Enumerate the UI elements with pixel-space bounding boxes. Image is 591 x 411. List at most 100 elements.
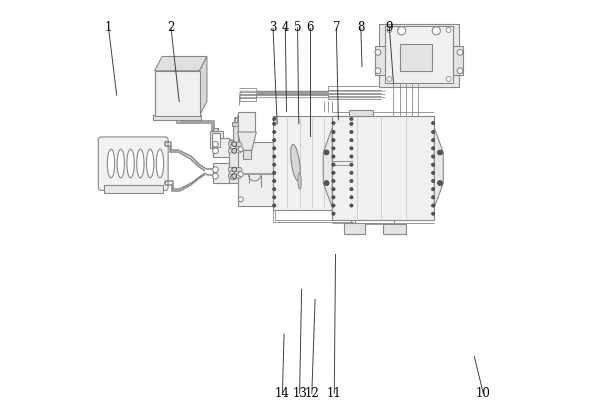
Bar <box>229 140 239 183</box>
Circle shape <box>350 204 353 207</box>
Text: 1: 1 <box>105 21 112 35</box>
Circle shape <box>238 147 243 152</box>
Polygon shape <box>155 56 207 71</box>
Bar <box>238 142 273 206</box>
Circle shape <box>213 173 218 179</box>
Text: 13: 13 <box>292 387 307 400</box>
Circle shape <box>332 155 335 158</box>
Circle shape <box>272 139 276 142</box>
Circle shape <box>272 187 276 191</box>
Ellipse shape <box>137 149 144 178</box>
Text: 4: 4 <box>281 21 289 35</box>
Circle shape <box>324 150 329 155</box>
Circle shape <box>272 196 276 199</box>
Circle shape <box>437 180 443 185</box>
Ellipse shape <box>147 149 154 178</box>
Circle shape <box>375 68 381 74</box>
Ellipse shape <box>108 149 115 178</box>
Circle shape <box>213 148 218 154</box>
Circle shape <box>431 171 435 175</box>
Circle shape <box>387 76 392 81</box>
Circle shape <box>431 196 435 199</box>
Polygon shape <box>238 132 256 150</box>
Bar <box>232 122 239 126</box>
Circle shape <box>446 28 451 32</box>
Circle shape <box>272 122 276 125</box>
FancyBboxPatch shape <box>98 137 168 190</box>
Bar <box>232 145 239 149</box>
FancyArrow shape <box>229 167 242 172</box>
Circle shape <box>332 212 335 215</box>
Ellipse shape <box>156 149 164 178</box>
Circle shape <box>431 204 435 207</box>
Circle shape <box>332 179 335 182</box>
Circle shape <box>272 147 276 150</box>
Circle shape <box>431 147 435 150</box>
Circle shape <box>350 139 353 142</box>
Circle shape <box>272 179 276 182</box>
Bar <box>238 112 255 132</box>
Bar <box>213 128 218 131</box>
Circle shape <box>332 130 335 134</box>
Text: 10: 10 <box>476 387 491 400</box>
Circle shape <box>332 139 335 142</box>
Bar <box>213 163 229 182</box>
Bar <box>155 71 200 115</box>
Bar <box>153 115 201 120</box>
Circle shape <box>272 204 276 207</box>
Circle shape <box>272 163 276 166</box>
Bar <box>243 150 251 159</box>
Circle shape <box>232 174 237 178</box>
Bar <box>375 46 385 75</box>
Circle shape <box>332 121 335 125</box>
Circle shape <box>332 187 335 191</box>
Polygon shape <box>323 128 332 208</box>
Circle shape <box>350 122 353 125</box>
Circle shape <box>272 171 276 175</box>
Circle shape <box>350 130 353 134</box>
Text: 3: 3 <box>269 21 277 35</box>
Circle shape <box>350 117 353 120</box>
Bar <box>213 138 229 157</box>
Circle shape <box>238 172 243 176</box>
Bar <box>332 115 434 220</box>
Bar <box>345 223 365 234</box>
Circle shape <box>350 163 353 166</box>
Bar <box>103 185 163 193</box>
Text: 8: 8 <box>357 21 365 35</box>
Circle shape <box>272 130 276 134</box>
Circle shape <box>375 50 381 55</box>
Circle shape <box>398 27 405 35</box>
Circle shape <box>232 148 237 153</box>
Bar <box>400 44 432 71</box>
Circle shape <box>431 187 435 191</box>
Circle shape <box>457 68 463 74</box>
Circle shape <box>437 150 443 155</box>
Bar <box>384 224 405 234</box>
Ellipse shape <box>127 149 134 178</box>
FancyArrow shape <box>229 142 242 147</box>
Circle shape <box>238 197 243 202</box>
Circle shape <box>350 147 353 150</box>
Circle shape <box>350 155 353 158</box>
Circle shape <box>332 196 335 199</box>
Text: 5: 5 <box>294 21 301 35</box>
Circle shape <box>232 142 237 147</box>
Text: 6: 6 <box>306 21 314 35</box>
Bar <box>453 46 463 75</box>
Bar <box>233 124 238 148</box>
Circle shape <box>431 212 435 215</box>
Text: 2: 2 <box>167 21 175 35</box>
Text: 9: 9 <box>386 21 393 35</box>
Text: 7: 7 <box>333 21 340 35</box>
Circle shape <box>230 143 236 149</box>
Circle shape <box>457 50 463 55</box>
Circle shape <box>431 130 435 134</box>
Circle shape <box>272 155 276 158</box>
Circle shape <box>350 179 353 182</box>
Circle shape <box>431 139 435 142</box>
Circle shape <box>431 179 435 182</box>
Circle shape <box>431 155 435 158</box>
Bar <box>385 26 453 83</box>
Circle shape <box>213 141 218 147</box>
